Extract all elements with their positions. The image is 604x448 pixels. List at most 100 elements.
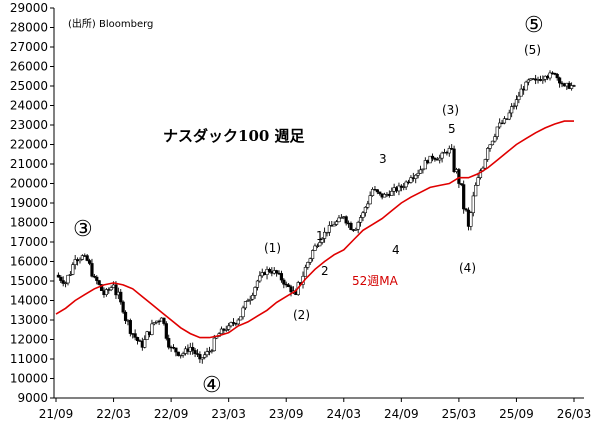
candle-body (416, 173, 420, 176)
candle-body (282, 279, 286, 285)
y-tick-label: 28000 (10, 21, 48, 35)
candle-body (339, 217, 343, 219)
candle-body (68, 274, 72, 276)
y-tick-label: 14000 (10, 294, 48, 308)
candle-body (303, 267, 308, 277)
candle-body (193, 350, 197, 354)
wave-sub-3: 3 (379, 152, 387, 166)
candle-body (510, 106, 514, 114)
wave-label-paren-3: (3) (442, 103, 459, 117)
candle-body (526, 79, 531, 83)
candle-body (402, 186, 406, 188)
candle-body (370, 189, 375, 196)
candle-body (320, 238, 324, 243)
y-tick-label: 23000 (10, 118, 48, 132)
x-tick-label: 24/09 (384, 407, 419, 421)
candle-body (99, 284, 104, 291)
candle-body (246, 300, 250, 302)
candle-body (337, 217, 341, 223)
candle-body (315, 245, 319, 247)
candle-body (358, 217, 363, 223)
candle-body (332, 224, 336, 227)
candle-body (361, 212, 365, 218)
candle-body (560, 82, 564, 85)
candle-body (404, 181, 408, 188)
candle-body (471, 195, 475, 214)
source-label: (出所) Bloomberg (68, 17, 153, 30)
x-tick-label: 22/03 (96, 407, 131, 421)
candle-body (231, 322, 236, 324)
ma-label: 52週MA (352, 274, 399, 288)
y-tick-label: 22000 (10, 138, 48, 152)
candle-body (152, 322, 156, 325)
candle-body (212, 337, 216, 352)
wave-label-paren-5: (5) (524, 43, 541, 57)
candle-body (85, 255, 89, 261)
candle-body (478, 170, 483, 178)
candle-body (490, 140, 495, 146)
candle-body (486, 148, 490, 160)
candle-body (279, 273, 284, 281)
candle-body (275, 270, 279, 274)
candle-body (219, 328, 224, 334)
candle-body (428, 155, 432, 164)
candle-body (368, 195, 372, 205)
candle-body (179, 354, 183, 357)
y-tick-label: 17000 (10, 235, 48, 249)
candle-body (430, 155, 435, 159)
candle-body (95, 276, 99, 281)
candle-body (289, 286, 293, 293)
candle-body (514, 99, 519, 107)
candle-body (438, 157, 442, 161)
candle-body (229, 322, 233, 327)
candle-body (128, 320, 132, 334)
candle-body (205, 351, 209, 356)
wave-circled-3: ③ (73, 217, 93, 242)
y-tick-label: 21000 (10, 157, 48, 171)
candle-body (241, 307, 245, 318)
candle-body (198, 354, 202, 360)
y-tick-label: 16000 (10, 255, 48, 269)
candle-body (255, 280, 260, 288)
x-tick-label: 26/03 (557, 407, 592, 421)
candle-body (469, 212, 473, 227)
y-tick-label: 19000 (10, 196, 48, 210)
candle-body (97, 280, 101, 285)
candle-body (476, 177, 480, 186)
wave-label-paren-2: (2) (293, 308, 310, 322)
candle-body (488, 144, 492, 149)
candle-body (318, 242, 322, 247)
x-tick-label: 23/09 (269, 407, 304, 421)
candle-body (200, 357, 204, 360)
candle-body (145, 331, 149, 340)
candle-body (493, 136, 497, 142)
ma-52w-line (55, 120, 574, 339)
candle-body (553, 72, 557, 75)
candle-body (462, 184, 466, 210)
candle-body (558, 77, 562, 84)
candle-body (227, 325, 231, 330)
wave-label-paren-4: (4) (459, 261, 476, 275)
candle-body (251, 295, 255, 300)
candle-body (308, 258, 312, 263)
candle-body (109, 287, 113, 291)
candle-body (104, 289, 108, 295)
candle-body (382, 194, 387, 198)
y-tick-group: 9000 10000 11000 12000 13000 14000 15000 16000 1… (10, 1, 54, 405)
candle-body (224, 329, 228, 331)
x-tick-label: 25/03 (442, 407, 477, 421)
candle-body (203, 354, 207, 358)
wave-sub-1: 1 (316, 229, 324, 243)
candle-body (375, 189, 379, 193)
x-tick-label: 21/09 (39, 407, 74, 421)
candle-body (162, 317, 166, 324)
x-tick-label: 23/03 (211, 407, 246, 421)
candle-body (414, 174, 418, 179)
candle-body (502, 118, 507, 124)
candle-body (423, 160, 427, 170)
wave-circled-4: ④ (202, 373, 222, 398)
candle-body (191, 346, 195, 351)
candle-body (143, 339, 147, 348)
candle-body (390, 191, 394, 196)
wave-sub-4: 4 (392, 243, 400, 257)
